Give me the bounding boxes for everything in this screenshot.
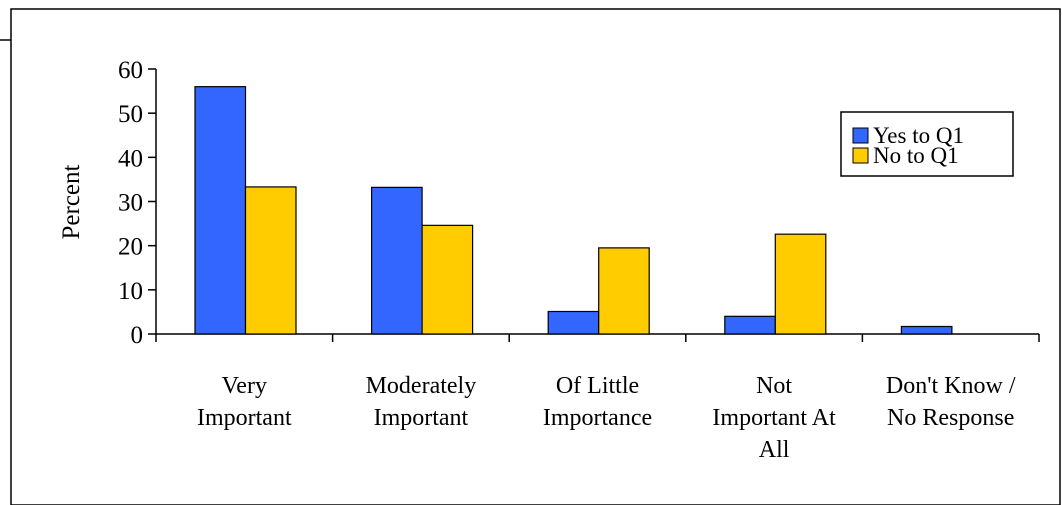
chart-border [10,8,1061,505]
y-axis: 0 10 20 30 40 50 60 [118,57,157,349]
x-category-label: Of Little Importance [543,373,652,431]
category-labels: Very Important Moderately Important Of Littl… [197,373,1016,463]
y-tick-label: 10 [118,278,143,305]
x-category-label-line: Important At [712,405,836,431]
bar-yes-to-q1 [371,186,423,335]
x-category-label-line: Importance [543,405,652,431]
x-category-label-line: No Response [887,405,1014,431]
bar-no-to-q1 [421,224,474,335]
x-category-label: Very Important [197,373,292,431]
legend-box [840,111,1014,177]
y-tick-label: 40 [118,145,143,172]
legend: Yes to Q1 No to Q1 [840,111,1014,177]
x-category-label-line: Moderately [366,373,477,399]
x-category-label-line: Don't Know / [886,373,1016,399]
x-category-label-line: Important [374,405,469,431]
bar-no-to-q1 [244,186,297,335]
x-category-label-line: Important [197,405,292,431]
y-tick-label: 60 [118,57,143,84]
bars [194,86,953,335]
bar-yes-to-q1 [900,325,953,335]
legend-label-yes-to-q1: Yes to Q1 [873,123,964,148]
y-tick-label: 50 [118,101,143,128]
x-category-label-line: Very [222,373,267,399]
y-axis-title-group: Percent [58,164,85,239]
bar-no-to-q1 [774,233,827,335]
x-category-label-line: All [759,437,790,463]
y-tick-label: 0 [131,322,144,349]
legend-swatch-no-to-q1 [852,147,869,164]
y-tick-label: 20 [118,234,143,261]
x-category-label-line: Of Little [556,373,639,399]
y-tick-label: 30 [118,190,143,217]
y-axis-title: Percent [58,164,85,239]
x-category-label: Don't Know / No Response [886,373,1016,431]
x-category-label: Moderately Important [366,373,477,431]
legend-label-no-to-q1: No to Q1 [873,143,959,168]
legend-swatch-yes-to-q1 [852,127,869,144]
bar-yes-to-q1 [724,315,776,335]
bar-no-to-q1 [598,247,650,335]
x-category-label-line: Not [756,373,792,399]
x-category-label: Not Important At All [712,373,836,463]
bar-yes-to-q1 [547,310,600,335]
bar-yes-to-q1 [194,86,247,335]
